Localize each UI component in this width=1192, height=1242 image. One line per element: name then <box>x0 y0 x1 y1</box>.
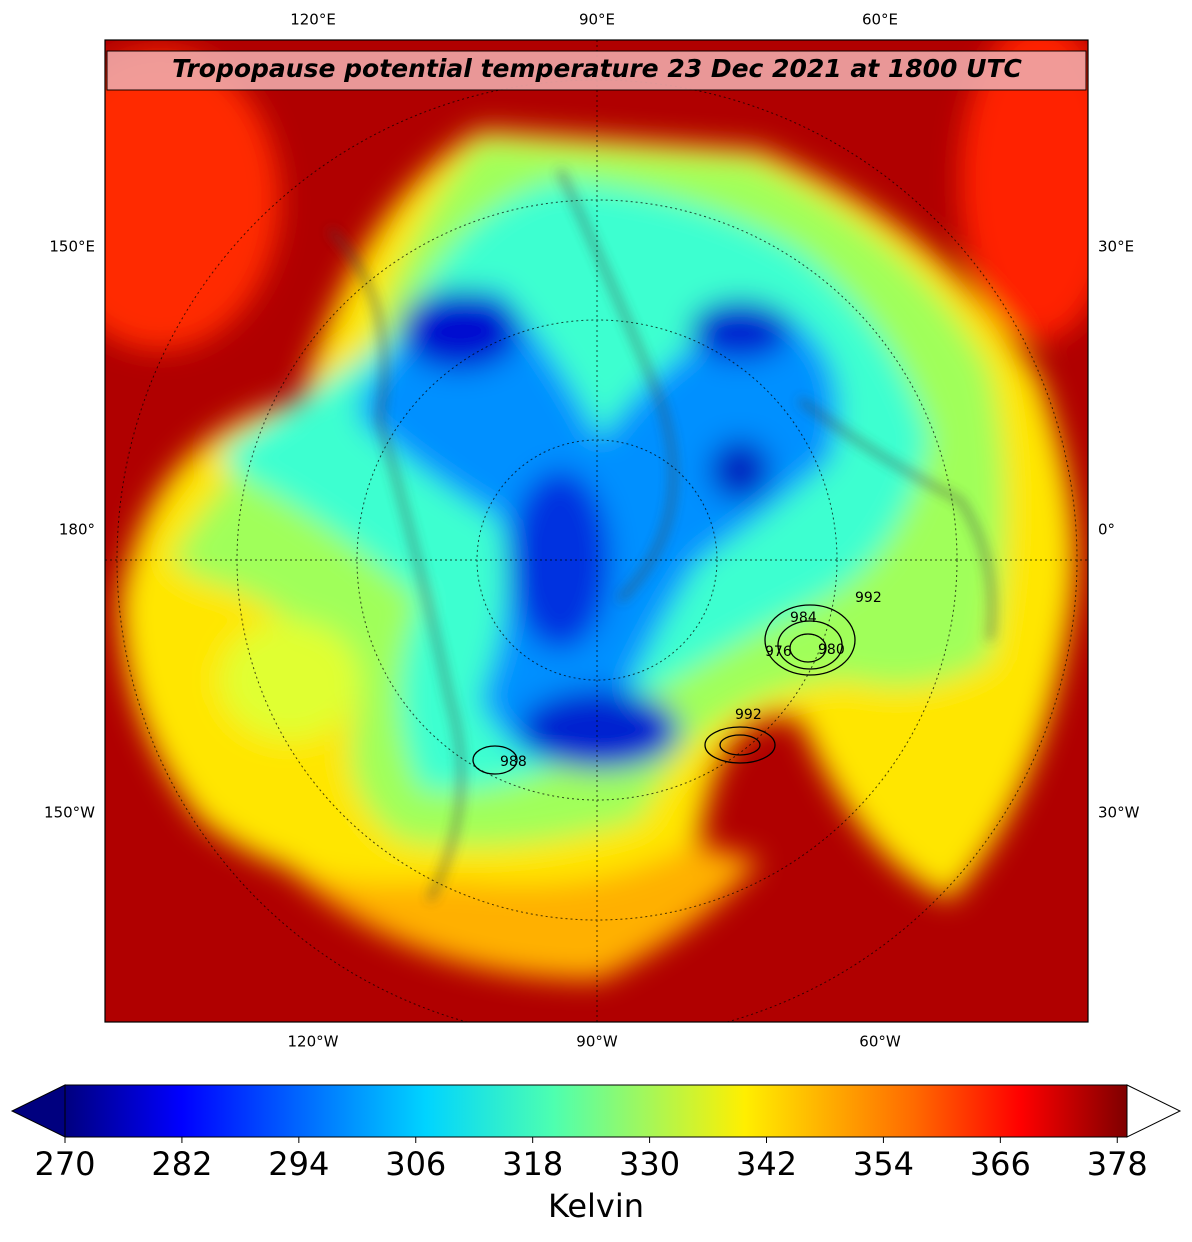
lon-label: 30°E <box>1098 238 1134 256</box>
pressure-contours <box>472 604 856 775</box>
colorbar-tick-label: 306 <box>385 1145 446 1183</box>
lon-label: 90°W <box>576 1033 618 1051</box>
map-field <box>105 40 1088 1022</box>
contour-label: 992 <box>735 707 762 723</box>
contour-label: 980 <box>818 642 845 658</box>
contour-label: 988 <box>500 754 527 770</box>
lon-label: 150°W <box>44 804 95 822</box>
lon-label: 120°E <box>290 11 336 29</box>
lon-label: 0° <box>1098 521 1115 539</box>
lon-label: 120°W <box>288 1033 339 1051</box>
colorbar-tick-label: 270 <box>34 1145 95 1183</box>
colorbar-tick-label: 282 <box>151 1145 212 1183</box>
contour-label: 984 <box>790 610 817 626</box>
contour-label: 976 <box>765 644 792 660</box>
colorbar-tick-label: 318 <box>502 1145 563 1183</box>
colorbar-tick-label: 294 <box>268 1145 329 1183</box>
lon-label: 60°W <box>859 1033 901 1051</box>
colorbar-tick-label: 342 <box>736 1145 797 1183</box>
lon-label: 90°E <box>579 11 615 29</box>
map-title: Tropopause potential temperature 23 Dec … <box>172 54 1022 83</box>
colorbar: Kelvin 270 282 294 306 318 330 342 354 366 378 <box>10 1084 1182 1225</box>
lon-label: 60°E <box>862 11 898 29</box>
lon-label: 180° <box>59 521 95 539</box>
colorbar-tick-label: 378 <box>1087 1145 1148 1183</box>
contour-label: 992 <box>855 590 882 606</box>
colorbar-label: Kelvin <box>548 1187 644 1225</box>
lon-label: 30°W <box>1098 804 1140 822</box>
colorbar-tick-label: 330 <box>619 1145 680 1183</box>
colorbar-tick-label: 354 <box>853 1145 914 1183</box>
colorbar-tick-label: 366 <box>970 1145 1031 1183</box>
lon-label: 150°E <box>49 238 95 256</box>
title-box <box>106 50 1087 91</box>
